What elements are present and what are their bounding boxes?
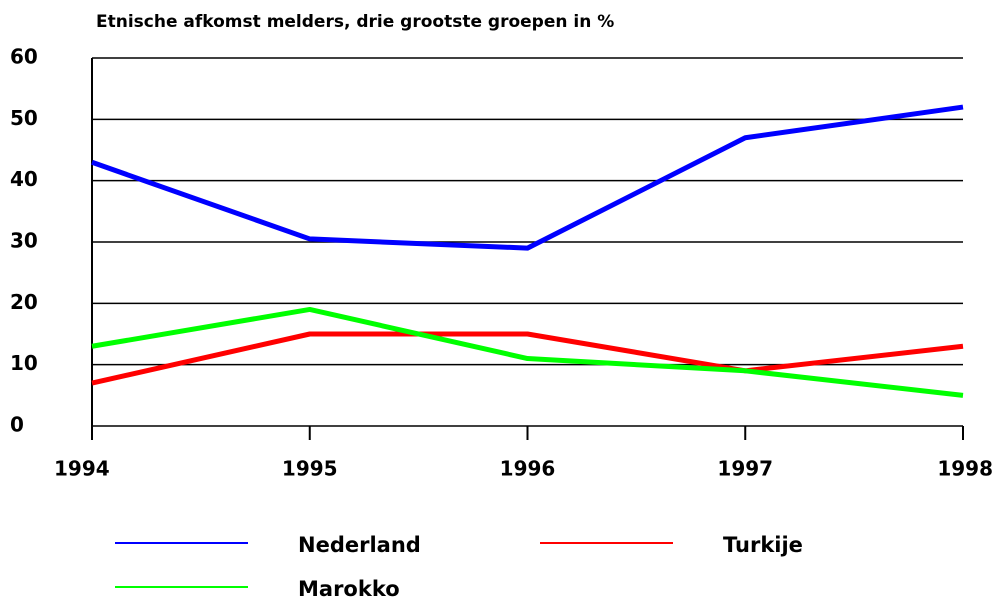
series-line — [91, 104, 964, 251]
series-line — [91, 331, 964, 386]
y-tick-label: 60 — [10, 45, 38, 69]
y-tick-label: 50 — [10, 106, 38, 130]
x-tick-label: 1996 — [500, 457, 556, 481]
y-tick-label: 40 — [10, 167, 38, 191]
chart-title: Etnische afkomst melders, drie grootste … — [96, 12, 614, 32]
y-tick-label: 20 — [10, 290, 38, 314]
y-tick-label: 0 — [10, 413, 24, 437]
x-tick-label: 1997 — [717, 457, 773, 481]
y-tick-label: 10 — [10, 351, 38, 375]
legend-label: Nederland — [298, 533, 421, 557]
y-tick-label: 30 — [10, 229, 38, 253]
x-tick-label: 1998 — [937, 457, 993, 481]
x-tick-label: 1994 — [54, 457, 110, 481]
series-line — [91, 306, 964, 398]
x-tick-label: 1995 — [282, 457, 338, 481]
legend-label: Turkije — [723, 533, 803, 557]
legend-label: Marokko — [298, 577, 400, 600]
